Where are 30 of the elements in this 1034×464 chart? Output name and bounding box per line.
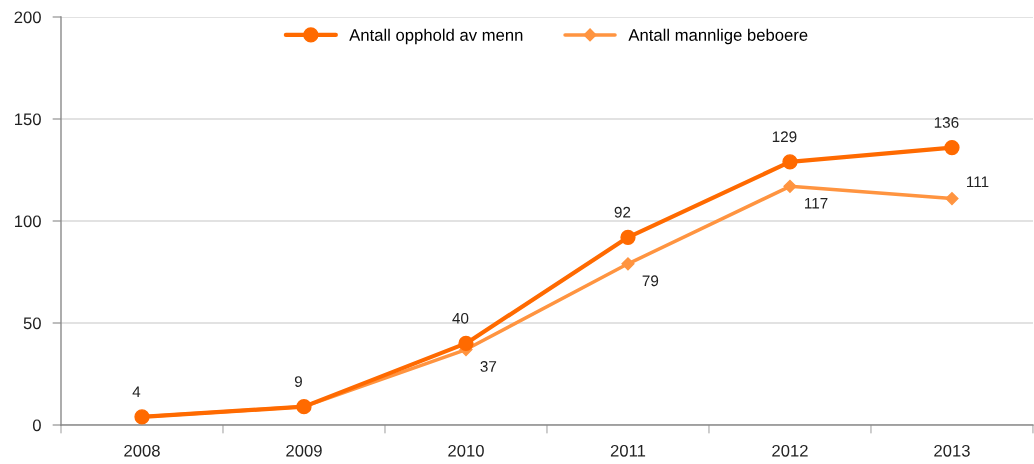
data-label: 129 <box>772 131 797 143</box>
y-tick-label: 150 <box>15 113 41 126</box>
x-tick-label: 2012 <box>772 444 808 457</box>
point <box>620 229 636 245</box>
x-tick-label: 2008 <box>124 444 160 457</box>
y-tick-label: 50 <box>23 317 41 330</box>
data-label: 37 <box>480 361 497 372</box>
data-label: 79 <box>642 275 659 287</box>
data-label: 136 <box>934 117 959 128</box>
point <box>782 154 798 170</box>
point <box>945 191 959 206</box>
y-tick-label: 200 <box>14 11 41 24</box>
data-label: 9 <box>294 376 302 387</box>
x-tick-label: 2011 <box>610 444 646 457</box>
legend-label: Antall mannlige beboere <box>628 28 808 45</box>
point <box>458 335 474 352</box>
x-tick-label: 2009 <box>286 444 322 457</box>
point <box>621 257 635 271</box>
data-label: 40 <box>452 312 469 324</box>
y-tick-label: 100 <box>15 215 41 228</box>
data-label: 4 <box>132 386 141 397</box>
point <box>944 139 960 156</box>
legend-label: Antall opphold av menn <box>349 28 523 45</box>
point <box>783 179 797 193</box>
data-label: 117 <box>805 197 828 209</box>
y-tick-label: 0 <box>32 419 41 432</box>
x-tick-label: 2010 <box>448 444 484 457</box>
data-label: 111 <box>967 176 989 188</box>
x-tick-label: 2013 <box>934 444 970 457</box>
data-label: 92 <box>614 206 631 218</box>
